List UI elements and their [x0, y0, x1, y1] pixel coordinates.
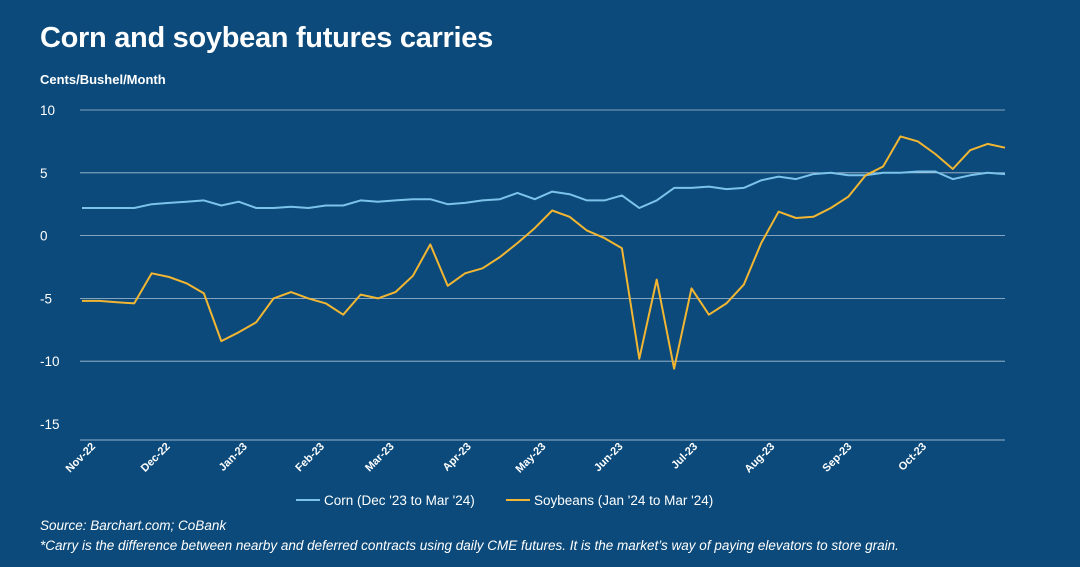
x-tick-label: Sep-23 — [820, 441, 854, 475]
chart-title: Corn and soybean futures carries — [40, 22, 493, 54]
y-tick-label: -15 — [40, 417, 60, 432]
legend-label: Soybeans (Jan '24 to Mar '24) — [534, 493, 713, 508]
x-tick-label: May-23 — [514, 441, 549, 476]
soybeans-series-line — [82, 135, 1006, 370]
y-tick-label: 0 — [40, 229, 48, 244]
source-note: Source: Barchart.com; CoBank — [40, 518, 227, 533]
x-tick-label: Jun-23 — [592, 441, 626, 475]
y-tick-label: -10 — [40, 354, 60, 369]
x-axis-ticks: Nov-22 Dec-22 Jan-23 Feb-23 Mar-23 Apr-23 May-… — [64, 441, 929, 476]
grid-lines — [80, 109, 1005, 362]
y-tick-label: -5 — [40, 291, 52, 306]
legend-label: Corn (Dec '23 to Mar '24) — [324, 493, 475, 508]
x-tick-label: Aug-23 — [742, 441, 777, 476]
y-tick-label: 5 — [40, 166, 48, 181]
x-tick-label: Feb-23 — [293, 441, 327, 475]
x-tick-label: Oct-23 — [896, 441, 929, 474]
y-tick-label: 10 — [40, 103, 55, 118]
y-axis-unit-label: Cents/Bushel/Month — [40, 72, 166, 87]
x-tick-label: Nov-22 — [64, 441, 98, 475]
corn-series-line — [82, 170, 1006, 209]
x-tick-label: Dec-22 — [139, 441, 173, 475]
carry-definition-note: *Carry is the difference between nearby … — [40, 538, 899, 553]
x-tick-label: Apr-23 — [441, 441, 474, 474]
x-tick-label: Mar-23 — [363, 441, 397, 475]
legend: Corn (Dec '23 to Mar '24) Soybeans (Jan '… — [296, 493, 713, 508]
y-axis-ticks: 10 5 0 -5 -10 -15 — [40, 103, 60, 432]
x-tick-label: Jan-23 — [217, 441, 250, 474]
series-lines — [82, 135, 1006, 370]
x-tick-label: Jul-23 — [669, 441, 700, 472]
